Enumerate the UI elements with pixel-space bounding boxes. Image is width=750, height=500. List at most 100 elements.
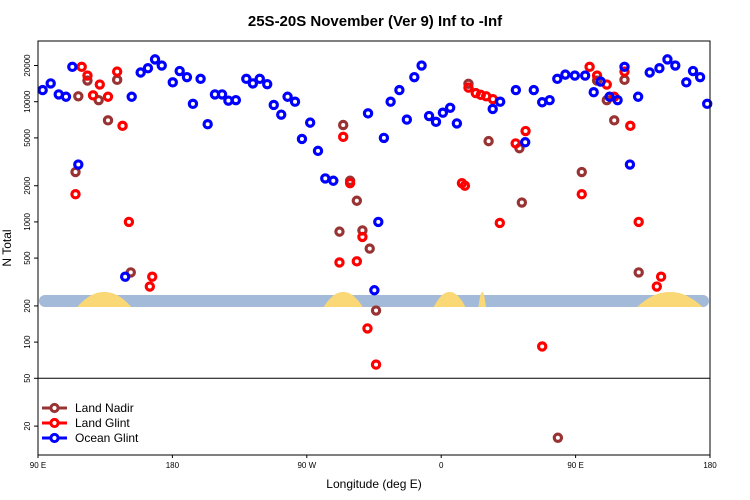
- data-point: [230, 94, 242, 106]
- data-point: [312, 145, 324, 157]
- data-point: [147, 271, 158, 282]
- data-point: [247, 78, 259, 89]
- data-point: [282, 91, 293, 102]
- data-point: [362, 323, 373, 334]
- land-segment: [433, 291, 466, 307]
- data-point: [520, 137, 531, 148]
- legend-item: Land Nadir: [42, 401, 134, 415]
- data-point: [694, 71, 706, 83]
- data-point: [651, 281, 663, 292]
- data-point: [351, 195, 363, 206]
- data-point: [625, 120, 636, 132]
- data-point: [654, 63, 665, 74]
- series-ocean-glint: [37, 54, 713, 296]
- legend-marker: [49, 402, 60, 414]
- data-point: [702, 98, 713, 110]
- data-point: [304, 117, 316, 128]
- data-point: [296, 133, 308, 145]
- legend-label: Land Glint: [75, 416, 130, 430]
- data-point: [373, 216, 384, 228]
- data-point: [451, 118, 463, 129]
- data-point: [351, 256, 363, 267]
- y-tick-label: 20000: [23, 54, 32, 77]
- data-point: [254, 73, 265, 85]
- data-point: [93, 94, 104, 106]
- data-point: [552, 73, 563, 85]
- data-point: [142, 63, 154, 74]
- data-point: [102, 115, 114, 126]
- data-point: [45, 78, 56, 89]
- data-point: [595, 76, 606, 87]
- data-point: [135, 67, 146, 78]
- data-point: [289, 96, 301, 107]
- data-point: [181, 71, 193, 83]
- data-point: [82, 70, 93, 81]
- data-point: [370, 305, 382, 316]
- data-point: [119, 271, 131, 282]
- data-point: [357, 231, 368, 243]
- data-point: [437, 107, 449, 118]
- x-tick-label: 90 E: [30, 461, 46, 470]
- data-point: [560, 69, 571, 80]
- y-tick-label: 5000: [23, 128, 32, 146]
- data-point: [126, 91, 137, 102]
- data-point: [579, 70, 591, 81]
- data-point: [544, 94, 555, 106]
- chart-title: 25S-20S November (Ver 9) Inf to -Inf: [248, 13, 503, 30]
- y-tick-label: 1000: [23, 212, 32, 230]
- data-point: [123, 216, 135, 228]
- data-point: [369, 285, 380, 296]
- y-tick-label: 50: [23, 373, 32, 382]
- data-point: [102, 91, 114, 102]
- data-point: [612, 94, 623, 106]
- ocean-band: [39, 294, 709, 307]
- data-point: [82, 75, 93, 86]
- data-point: [487, 103, 498, 115]
- data-point: [111, 66, 123, 77]
- x-tick-label: 90 W: [297, 461, 316, 470]
- y-tick-label: 200: [23, 299, 32, 313]
- land-segment: [637, 291, 703, 307]
- data-point: [334, 257, 345, 268]
- data-point: [268, 99, 279, 111]
- data-point: [70, 189, 81, 200]
- data-point: [73, 91, 84, 102]
- data-point: [111, 74, 123, 86]
- data-point: [510, 138, 521, 149]
- data-point: [528, 84, 539, 96]
- data-point: [520, 125, 531, 137]
- data-point: [430, 116, 442, 128]
- data-point: [644, 67, 655, 78]
- data-point: [459, 180, 471, 191]
- data-point: [187, 98, 199, 110]
- legend-item: Land Glint: [42, 416, 130, 430]
- data-point: [338, 131, 349, 143]
- data-point: [362, 108, 374, 119]
- data-point: [370, 359, 382, 370]
- data-point: [619, 61, 630, 73]
- legend-marker: [49, 417, 60, 429]
- x-tick-label: 0: [439, 461, 444, 470]
- data-point: [463, 78, 474, 89]
- x-axis: 90 E 180 90 W 0 90 E 180: [30, 455, 717, 470]
- data-point: [328, 175, 339, 186]
- land-segment: [77, 291, 132, 307]
- data-point: [167, 77, 178, 88]
- legend-marker: [49, 432, 60, 444]
- data-point: [444, 102, 456, 113]
- data-point: [681, 77, 692, 88]
- data-point: [632, 91, 644, 102]
- data-point: [576, 189, 587, 200]
- data-point: [73, 159, 84, 170]
- data-point: [624, 159, 636, 170]
- data-point: [60, 91, 72, 102]
- data-point: [276, 109, 287, 120]
- x-tick-label: 180: [166, 461, 180, 470]
- land-segment: [323, 291, 363, 307]
- y-tick-label: 100: [23, 335, 32, 349]
- data-point: [576, 166, 587, 178]
- y-tick-label: 20: [23, 421, 32, 430]
- x-tick-label: 180: [703, 461, 717, 470]
- data-point: [604, 91, 615, 102]
